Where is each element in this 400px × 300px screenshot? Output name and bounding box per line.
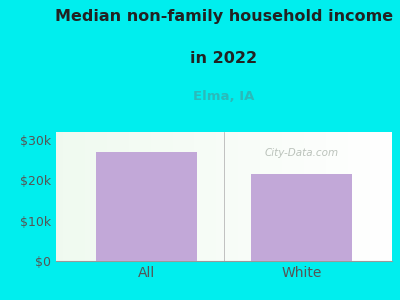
Text: Median non-family household income: Median non-family household income — [55, 9, 393, 24]
Text: City-Data.com: City-Data.com — [264, 148, 338, 158]
Bar — [251, 174, 352, 261]
Bar — [96, 152, 197, 261]
Text: in 2022: in 2022 — [190, 51, 258, 66]
Text: Elma, IA: Elma, IA — [193, 90, 255, 103]
